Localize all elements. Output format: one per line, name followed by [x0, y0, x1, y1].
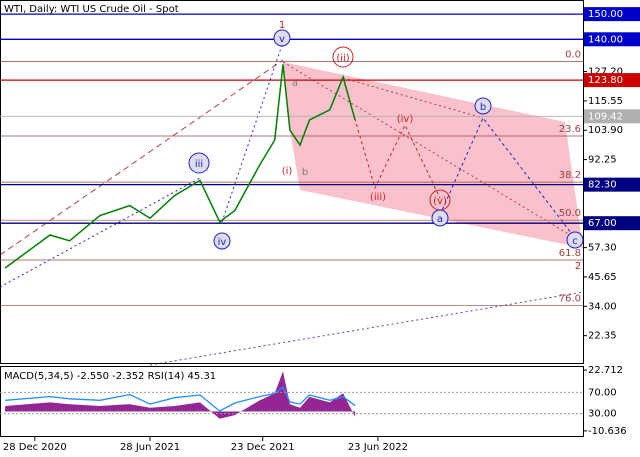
projection: [342, 77, 441, 199]
wave-label: a: [292, 78, 298, 89]
wave-label: c: [572, 236, 578, 247]
y-tick-label: 22.35: [588, 331, 617, 342]
wave-label: (ii): [336, 53, 349, 64]
y-tick-label: 127.20: [588, 67, 623, 78]
x-tick-label: 28 Dec 2020: [3, 442, 67, 453]
level-box: [584, 32, 640, 47]
x-tick-label: 23 Dec 2021: [231, 442, 295, 453]
wave-label: b: [480, 102, 486, 113]
indicator-pane-frame: [0, 366, 584, 437]
fib-label: 0.0: [565, 49, 581, 60]
level-box: [584, 177, 640, 192]
wave-circle: [474, 97, 492, 115]
wave-label: 1: [279, 20, 285, 31]
fib-label: 61.8: [559, 248, 581, 259]
wave-circle: [566, 231, 584, 249]
y-tick-label: 22.712: [588, 365, 623, 376]
level-label: 150.00: [588, 9, 623, 20]
y-tick-label: 92.25: [588, 155, 617, 166]
wave-label: 2: [575, 261, 581, 272]
wave-label: b: [302, 167, 308, 178]
wave-label: v: [279, 34, 285, 45]
y-tick-label: 45.65: [588, 272, 617, 283]
level-box: [584, 216, 640, 231]
wave-label: iii: [195, 159, 203, 170]
level-box: [584, 109, 640, 124]
x-tick-label: 28 Jun 2021: [120, 442, 180, 453]
trend-line: [282, 61, 576, 239]
projection: [342, 77, 484, 119]
y-tick-label: 103.90: [588, 125, 623, 136]
y-tick-label: 34.00: [588, 301, 617, 312]
wave-circle: [431, 209, 449, 227]
indicator-title: MACD(5,34,5) -2.550 -2.352 RSI(14) 45.31: [4, 371, 216, 382]
level-label: 123.80: [588, 75, 623, 86]
macd-histogram: [5, 371, 356, 419]
wave-circle: [273, 29, 291, 47]
wave-label: (i): [282, 166, 293, 177]
fib-label: 76.0: [559, 294, 581, 305]
fib-label: 38.2: [559, 170, 581, 181]
y-tick-label: 57.30: [588, 243, 617, 254]
y-tick-label: -10.636: [588, 426, 627, 437]
wave-label: (v): [433, 196, 447, 207]
level-label: 109.42: [588, 111, 623, 122]
trend-line: [0, 59, 284, 256]
level-label: 82.30: [588, 180, 617, 191]
fib-label: 50.0: [559, 208, 581, 219]
price-line: [4, 64, 356, 269]
wave-label: iv: [218, 237, 227, 248]
y-tick-label: 70.00: [588, 387, 617, 398]
wave-circle: [332, 46, 354, 68]
wave-circle: [188, 152, 210, 174]
y-tick-label: 30.00: [588, 409, 617, 420]
level-box: [584, 73, 640, 88]
chart-title: WTI, Daily: WTI US Crude Oil - Spot: [4, 4, 179, 15]
rsi-line: [5, 385, 356, 412]
level-label: 67.00: [588, 218, 617, 229]
level-label: 140.00: [588, 34, 623, 45]
trend-line: [149, 291, 584, 366]
fib-label: 23.6: [559, 124, 581, 135]
channel: [283, 62, 583, 248]
projection: [439, 117, 576, 239]
wave-label: (iv): [397, 114, 414, 125]
level-box: [584, 7, 640, 22]
x-tick-label: 23 Jun 2022: [348, 442, 408, 453]
y-tick-label: 115.55: [588, 96, 623, 107]
trend-line: [221, 41, 284, 223]
wave-label: a: [437, 214, 443, 225]
wave-circle: [213, 232, 231, 250]
wave-label: (iii): [370, 192, 386, 203]
